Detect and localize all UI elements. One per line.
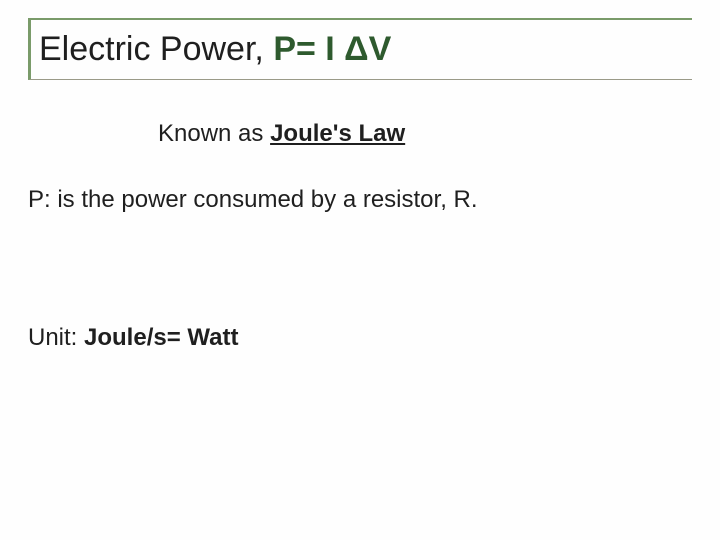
unit-prefix: Unit: <box>28 324 84 351</box>
title-formula: P= I ΔV <box>273 30 391 68</box>
title-prefix: Electric Power, <box>39 30 273 68</box>
subtitle-prefix: Known as <box>158 120 270 147</box>
body-definition: P: is the power consumed by a resistor, … <box>28 186 692 214</box>
subtitle-law: Joule's Law <box>270 120 405 147</box>
unit-value: Joule/s= Watt <box>84 324 238 351</box>
title-container: Electric Power, P= I ΔV <box>28 18 692 80</box>
subtitle: Known as Joule's Law <box>158 120 692 148</box>
unit-line: Unit: Joule/s= Watt <box>28 324 692 352</box>
page-title: Electric Power, P= I ΔV <box>39 30 684 69</box>
